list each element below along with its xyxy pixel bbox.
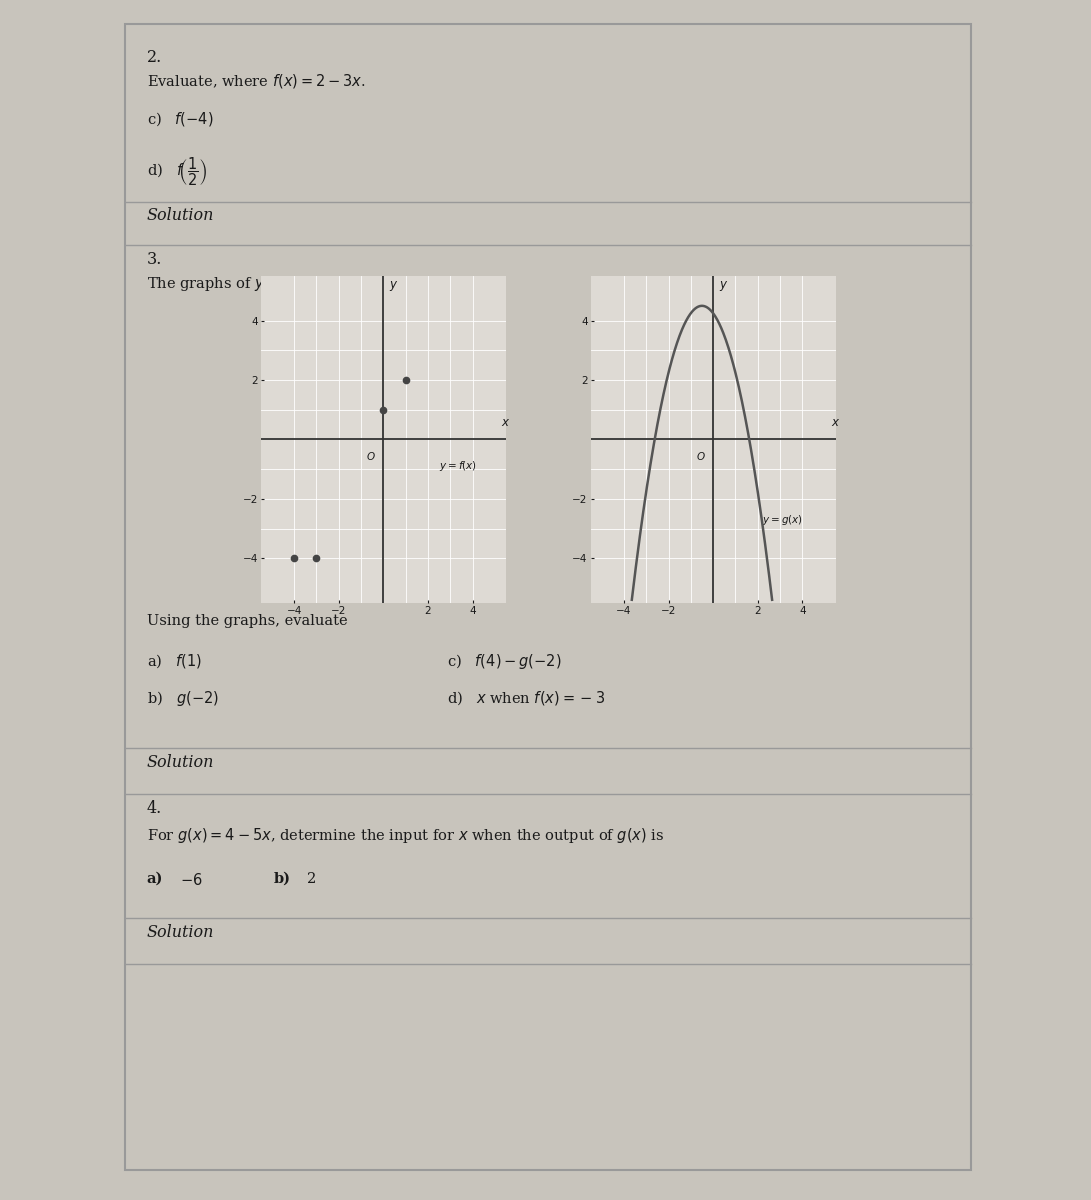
Text: d)   $x$ when $f(x) = -3$: d) $x$ when $f(x) = -3$ [447, 689, 604, 707]
Text: $O$: $O$ [696, 450, 705, 462]
Text: $y = f(x)$: $y = f(x)$ [439, 460, 477, 473]
Text: For $g(x) = 4 - 5x$, determine the input for $x$ when the output of $g(x)$ is: For $g(x) = 4 - 5x$, determine the input… [146, 826, 664, 845]
Text: $x$: $x$ [831, 416, 840, 430]
Text: 4.: 4. [146, 800, 161, 817]
Text: b): b) [274, 872, 290, 886]
Text: Using the graphs, evaluate: Using the graphs, evaluate [146, 614, 347, 628]
Text: b)   $g(-2)$: b) $g(-2)$ [146, 689, 218, 708]
Text: 2: 2 [308, 872, 316, 886]
Text: c)   $f(4) - g(-2)$: c) $f(4) - g(-2)$ [447, 652, 562, 671]
Text: d)   $f\!\left(\dfrac{1}{2}\right)$: d) $f\!\left(\dfrac{1}{2}\right)$ [146, 156, 207, 188]
Text: Solution: Solution [146, 754, 214, 772]
Text: $-6$: $-6$ [180, 872, 203, 888]
Text: 3.: 3. [146, 251, 161, 268]
Text: $y$: $y$ [719, 280, 728, 293]
Text: a): a) [146, 872, 163, 886]
Text: $y = g(x)$: $y = g(x)$ [763, 512, 803, 527]
Text: The graphs of $y = f(x)$ and $y = g(x)$ are shown.: The graphs of $y = f(x)$ and $y = g(x)$ … [146, 274, 485, 293]
Text: Solution: Solution [146, 208, 214, 224]
Text: a)   $f(1)$: a) $f(1)$ [146, 652, 202, 670]
Text: $y$: $y$ [388, 280, 398, 293]
Text: Solution: Solution [146, 924, 214, 941]
Text: $O$: $O$ [365, 450, 375, 462]
Text: Evaluate, where $f(x) = 2 - 3x$.: Evaluate, where $f(x) = 2 - 3x$. [146, 72, 365, 90]
Text: 2.: 2. [146, 49, 161, 66]
Text: c)   $f(-4)$: c) $f(-4)$ [146, 110, 213, 128]
Text: $x$: $x$ [502, 416, 511, 430]
